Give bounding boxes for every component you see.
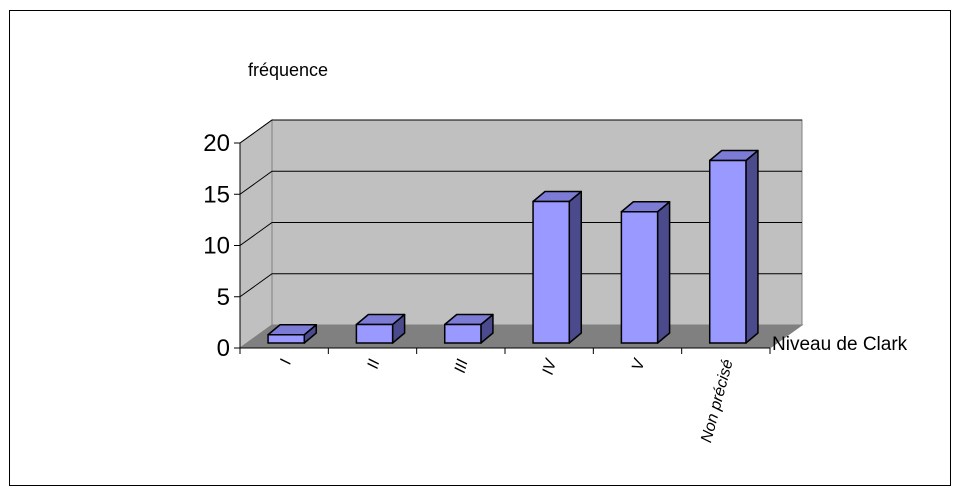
gridline — [239, 170, 802, 195]
y-tick-label: 15 — [203, 181, 230, 208]
bar-front — [267, 334, 306, 344]
bar-side — [656, 201, 671, 344]
bar — [620, 201, 671, 344]
y-tick-label: 0 — [217, 335, 230, 362]
bar — [267, 324, 318, 344]
bar-front — [620, 211, 659, 344]
bar-front — [708, 159, 747, 344]
bar-side — [745, 149, 759, 344]
x-tick-label: I — [277, 357, 295, 366]
bar-front — [443, 323, 482, 344]
bars — [267, 149, 759, 344]
y-tick-label: 5 — [217, 284, 230, 311]
y-axis-title: fréquence — [248, 60, 328, 80]
bar — [532, 190, 583, 344]
bar — [708, 149, 759, 344]
x-tick-label: III — [452, 357, 472, 375]
bar — [443, 313, 494, 344]
x-axis-title: Niveau de Clark — [772, 334, 908, 355]
y-axis: 0 5 10 15 20 — [203, 130, 241, 362]
bar-front — [532, 200, 571, 344]
x-tick-label: IV — [540, 356, 561, 376]
y-tick-label: 10 — [203, 233, 230, 260]
bar-side — [568, 190, 583, 344]
gridline — [239, 119, 802, 144]
y-tick-label: 20 — [203, 130, 230, 157]
bar — [355, 313, 406, 344]
x-axis-ticks — [239, 348, 771, 354]
bar-front — [355, 323, 394, 344]
